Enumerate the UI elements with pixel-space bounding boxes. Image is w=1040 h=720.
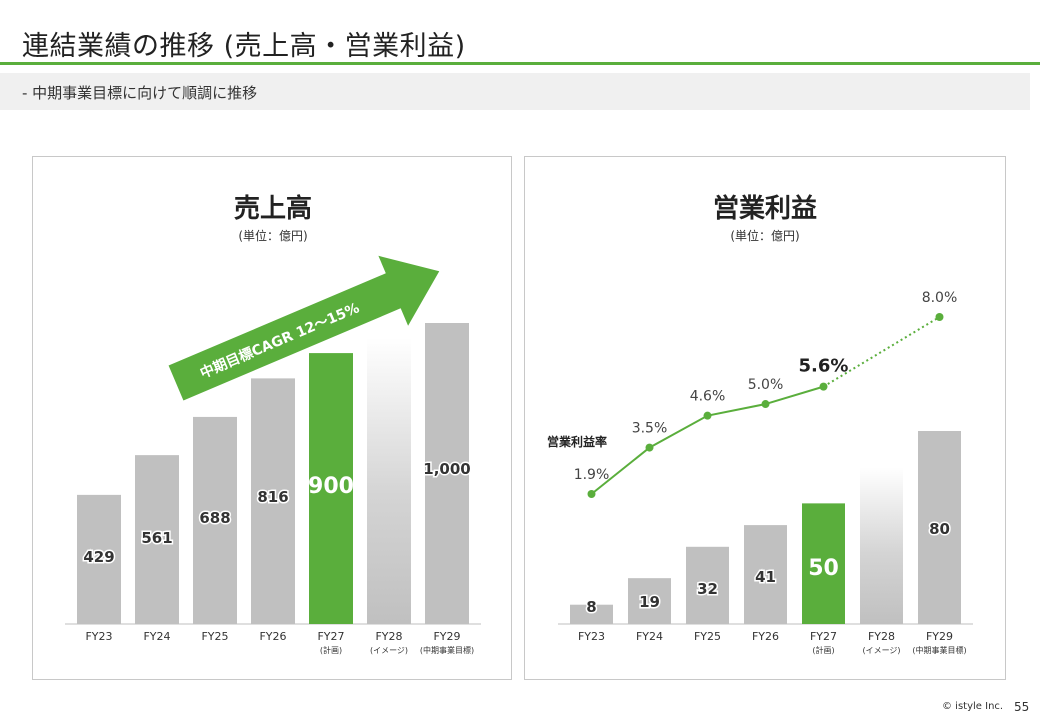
page-title: 連結業績の推移 (売上高・営業利益) — [22, 31, 466, 62]
margin-value-label: 3.5% — [632, 421, 668, 437]
chart-title: 売上高 — [234, 193, 312, 224]
x-tick-label: FY25 — [201, 630, 228, 643]
subtitle-band — [0, 73, 1030, 110]
bar-value-label: 688 — [199, 509, 230, 527]
x-tick-label: FY25 — [694, 630, 721, 643]
cagr-arrow-shape — [168, 255, 440, 401]
x-tick-label: FY28 — [375, 630, 402, 643]
bar-fy25 — [193, 416, 237, 624]
bar-value-label: 1,000 — [423, 460, 470, 478]
margin-point — [645, 443, 654, 452]
x-tick-label: FY27 — [317, 630, 344, 643]
revenue-chart-panel: 売上高 (単位：億円) 429 FY23 561 FY24 688 FY25 816 FY26 90… — [32, 156, 512, 680]
margin-point — [703, 411, 712, 420]
bar-fy28 — [860, 467, 903, 624]
chart-unit-label: (単位：億円) — [730, 228, 799, 243]
bar-fy24 — [628, 578, 671, 624]
margin-value-label: 5.0% — [748, 377, 784, 393]
bar-fy25 — [686, 546, 729, 624]
x-tick-label: FY26 — [259, 630, 286, 643]
bar-value-label: 32 — [697, 580, 718, 598]
bar-value-label: 429 — [83, 548, 114, 566]
margin-point — [587, 490, 596, 498]
operating-profit-chart: 営業利益 (単位：億円) 8 FY23 19 FY24 32 FY25 41 FY26 50 FY27… — [547, 194, 973, 655]
x-tick-sublabel: (中期事業目標) — [912, 645, 966, 655]
x-tick-sublabel: (計画) — [812, 645, 834, 655]
chart-unit-label: (単位：億円) — [238, 228, 307, 243]
x-tick-label: FY29 — [926, 630, 953, 643]
bar-fy28 — [367, 338, 411, 624]
bar-value-label: 41 — [755, 568, 776, 586]
x-tick-label: FY26 — [752, 630, 779, 643]
x-tick-label: FY24 — [636, 630, 663, 643]
bar-value-label: 561 — [141, 529, 172, 547]
bar-fy23 — [77, 494, 121, 624]
bar-fy24 — [135, 455, 179, 624]
bar-value-label: 816 — [257, 488, 288, 506]
x-tick-sublabel: (イメージ) — [370, 646, 408, 655]
bar-fy26 — [744, 525, 787, 624]
x-tick-sublabel: (計画) — [320, 645, 342, 655]
bar-fy26 — [251, 378, 295, 624]
margin-point — [819, 382, 828, 391]
x-tick-label: FY27 — [810, 630, 837, 643]
title-divider — [0, 62, 1040, 65]
margin-series-label: 営業利益率 — [547, 434, 607, 449]
chart-title: 営業利益 — [713, 194, 817, 224]
margin-value-label: 1.9% — [574, 467, 610, 483]
x-tick-label: FY29 — [433, 630, 460, 643]
margin-value-label: 8.0% — [922, 290, 958, 306]
bar-fy29 — [425, 323, 469, 624]
margin-value-label: 4.6% — [690, 389, 726, 405]
x-tick-label: FY28 — [868, 630, 895, 643]
page-subtitle: - 中期事業目標に向けて順調に推移 — [22, 84, 258, 102]
bar-value-label: 80 — [929, 520, 950, 538]
copyright-text: © istyle Inc. — [942, 701, 1004, 712]
operating-profit-chart-panel: 営業利益 (単位：億円) 8 FY23 19 FY24 32 FY25 41 FY26 50 FY27… — [524, 156, 1006, 680]
x-tick-label: FY23 — [578, 630, 605, 643]
bar-fy23 — [570, 604, 613, 624]
x-tick-label: FY24 — [143, 630, 170, 643]
bar-fy27 — [309, 353, 353, 624]
x-tick-sublabel: (中期事業目標) — [420, 645, 474, 655]
page-number: 55 — [1014, 700, 1030, 714]
bar-value-label: 900 — [308, 474, 354, 499]
margin-point — [935, 313, 944, 321]
bar-fy27 — [802, 503, 845, 624]
x-tick-sublabel: (イメージ) — [862, 646, 900, 655]
margin-value-label: 5.6% — [799, 356, 849, 377]
bar-value-label: 8 — [586, 598, 596, 616]
bar-value-label: 50 — [808, 556, 839, 581]
bar-value-label: 19 — [639, 593, 660, 611]
x-tick-label: FY23 — [85, 630, 112, 643]
bar-fy29 — [918, 431, 961, 624]
margin-point — [761, 400, 770, 409]
revenue-chart: 売上高 (単位：億円) 429 FY23 561 FY24 688 FY25 816 FY26 90… — [65, 193, 481, 655]
